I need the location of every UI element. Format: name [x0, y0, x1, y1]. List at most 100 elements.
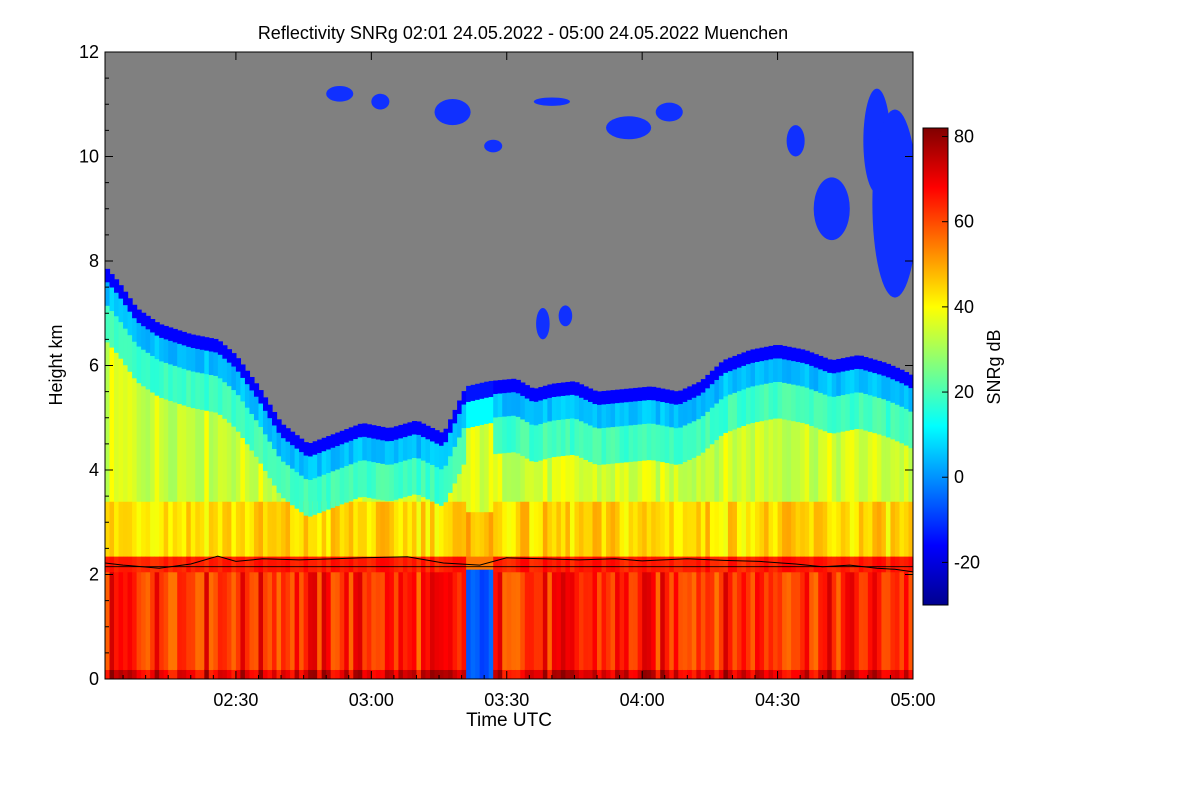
reflectivity-cell — [903, 571, 910, 670]
reflectivity-cell — [430, 441, 436, 465]
reflectivity-cell — [393, 556, 400, 573]
reflectivity-cell — [863, 357, 869, 371]
reflectivity-cell — [619, 571, 625, 670]
reflectivity-cell — [849, 429, 855, 502]
reflectivity-cell — [439, 669, 445, 679]
reflectivity-cell — [448, 419, 454, 433]
reflectivity-cell — [700, 501, 706, 557]
reflectivity-cell — [782, 345, 788, 360]
reflectivity-cell — [867, 371, 873, 396]
reflectivity-cell — [858, 355, 864, 370]
reflectivity-cell — [262, 571, 269, 670]
reflectivity-cell — [745, 387, 752, 425]
reflectivity-cell — [150, 669, 156, 679]
reflectivity-cell — [285, 669, 291, 679]
reflectivity-cell — [425, 462, 431, 500]
reflectivity-cell — [583, 422, 589, 460]
reflectivity-cell — [398, 424, 404, 439]
reflectivity-cell — [655, 556, 661, 573]
reflectivity-cell — [533, 571, 539, 670]
reflectivity-cell — [420, 669, 427, 679]
reflectivity-cell — [809, 425, 815, 502]
reflectivity-cell — [475, 383, 481, 400]
reflectivity-cell — [786, 669, 792, 679]
reflectivity-cell — [836, 395, 842, 433]
reflectivity-cell — [393, 426, 400, 440]
reflectivity-cell — [344, 669, 350, 679]
reflectivity-cell — [362, 436, 368, 461]
reflectivity-cell — [822, 669, 828, 679]
reflectivity-cell — [592, 390, 598, 405]
reflectivity-cell — [145, 556, 151, 573]
reflectivity-cell — [353, 571, 359, 670]
reflectivity-cell — [791, 360, 797, 385]
reflectivity-cell — [380, 463, 386, 501]
reflectivity-cell — [642, 669, 648, 679]
reflectivity-cell — [624, 501, 630, 557]
reflectivity-cell — [606, 390, 612, 404]
reflectivity-cell — [321, 437, 327, 452]
reflectivity-cell — [831, 396, 837, 434]
reflectivity-cell — [732, 571, 738, 670]
reflectivity-cell — [827, 571, 833, 670]
reflectivity-cell — [262, 501, 269, 557]
reflectivity-cell — [136, 309, 142, 324]
reflectivity-cell — [317, 439, 323, 453]
reflectivity-cell — [488, 422, 494, 513]
reflectivity-cell — [764, 346, 770, 361]
reflectivity-cell — [854, 355, 860, 369]
reflectivity-cell — [285, 441, 291, 466]
reflectivity-cell — [538, 669, 544, 679]
reflectivity-cell — [890, 365, 896, 380]
reflectivity-cell — [159, 397, 165, 502]
reflectivity-cell — [244, 501, 251, 557]
cirrus-patch — [484, 139, 503, 153]
reflectivity-cell — [145, 571, 151, 670]
reflectivity-cell — [448, 501, 454, 557]
reflectivity-cell — [105, 305, 111, 343]
reflectivity-cell — [773, 669, 779, 679]
colorbar-tick-label: 20 — [954, 382, 974, 402]
reflectivity-cell — [226, 385, 232, 423]
reflectivity-cell — [506, 571, 512, 670]
reflectivity-cell — [204, 373, 210, 411]
reflectivity-cell — [249, 390, 255, 414]
reflectivity-cell — [624, 425, 630, 463]
reflectivity-cell — [443, 571, 449, 670]
reflectivity-cell — [502, 501, 508, 557]
reflectivity-cell — [601, 556, 607, 573]
reflectivity-cell — [741, 571, 747, 670]
reflectivity-cell — [809, 389, 815, 426]
reflectivity-cell — [321, 571, 327, 670]
reflectivity-cell — [755, 348, 761, 362]
reflectivity-cell — [890, 556, 896, 573]
reflectivity-cell — [578, 420, 585, 458]
reflectivity-cell — [800, 349, 806, 363]
reflectivity-cell — [732, 669, 738, 679]
reflectivity-cell — [755, 501, 761, 557]
reflectivity-cell — [845, 556, 851, 573]
reflectivity-cell — [235, 431, 242, 502]
reflectivity-cell — [691, 384, 697, 398]
reflectivity-cell — [894, 571, 901, 670]
reflectivity-cell — [682, 571, 688, 670]
reflectivity-cell — [633, 556, 639, 573]
reflectivity-cell — [276, 669, 282, 679]
reflectivity-cell — [619, 389, 625, 403]
reflectivity-cell — [709, 443, 715, 502]
reflectivity-cell — [434, 443, 440, 468]
reflectivity-cell — [114, 315, 120, 353]
reflectivity-cell — [285, 464, 291, 502]
reflectivity-cell — [276, 501, 282, 557]
reflectivity-cell — [714, 403, 720, 441]
reflectivity-cell — [402, 460, 409, 498]
reflectivity-cell — [768, 419, 774, 502]
reflectivity-cell — [624, 388, 630, 403]
reflectivity-cell — [809, 352, 815, 366]
reflectivity-cell — [443, 501, 449, 557]
reflectivity-cell — [326, 436, 332, 450]
reflectivity-cell — [290, 556, 296, 573]
reflectivity-cell — [732, 355, 738, 370]
reflectivity-cell — [678, 556, 684, 573]
reflectivity-cell — [380, 500, 386, 502]
